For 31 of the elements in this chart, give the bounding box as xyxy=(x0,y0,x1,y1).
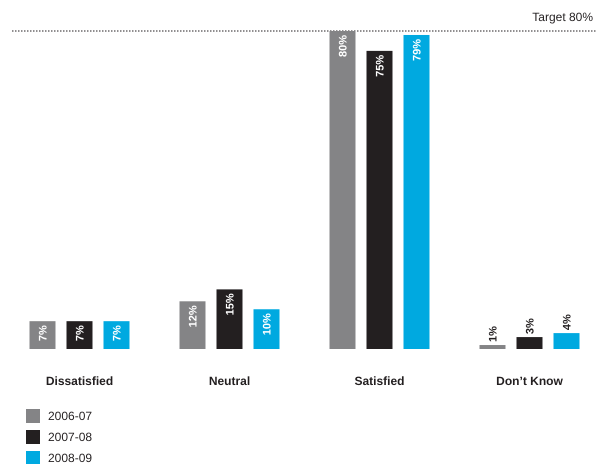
bar xyxy=(366,50,392,349)
data-label: 15% xyxy=(224,293,236,316)
data-label: 1% xyxy=(488,326,500,342)
x-tick-label: Don’t Know xyxy=(496,374,564,388)
data-label: 7% xyxy=(74,324,86,342)
x-tick-label: Dissatisfied xyxy=(46,374,114,388)
data-label: 12% xyxy=(188,305,200,328)
legend-label: 2006-07 xyxy=(48,409,92,423)
bar xyxy=(216,289,242,349)
data-label: 75% xyxy=(374,54,386,77)
data-label: 10% xyxy=(262,313,274,336)
bar xyxy=(180,301,206,349)
data-label: 79% xyxy=(412,38,424,62)
data-label: 4% xyxy=(562,314,574,330)
bar xyxy=(104,321,130,349)
legend-label: 2008-09 xyxy=(48,451,92,464)
data-label: 7% xyxy=(112,324,124,342)
bar xyxy=(480,345,506,349)
bar xyxy=(330,31,356,349)
data-label: 7% xyxy=(38,324,50,342)
ref-line-label: Target 80% xyxy=(532,10,594,24)
bar xyxy=(66,321,92,349)
bar xyxy=(516,337,542,349)
data-label: 80% xyxy=(338,34,350,58)
legend-label: 2007-08 xyxy=(48,430,92,444)
bar xyxy=(404,34,430,349)
bar xyxy=(30,321,56,349)
data-label: 3% xyxy=(524,318,536,334)
x-tick-label: Satisfied xyxy=(354,374,405,388)
x-tick-label: Neutral xyxy=(208,374,250,388)
bar xyxy=(554,333,580,349)
